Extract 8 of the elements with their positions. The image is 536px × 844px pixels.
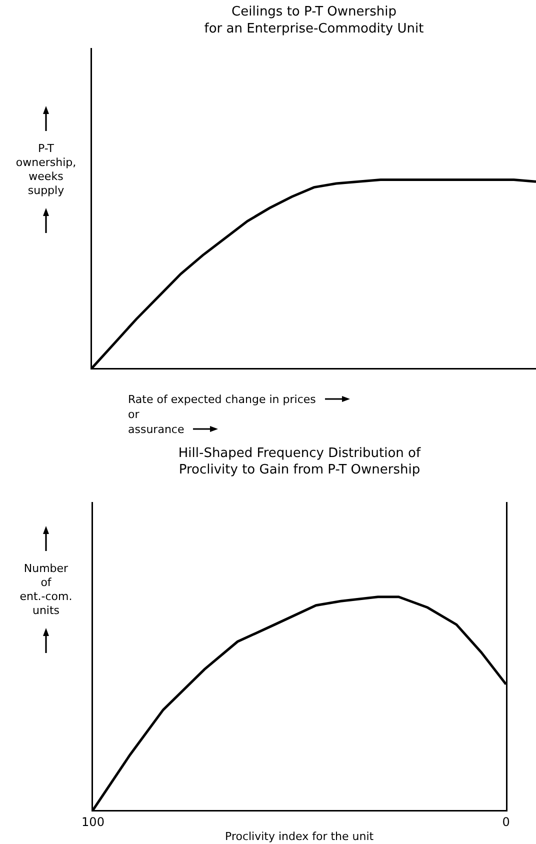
- x-tick-label: 0: [502, 814, 510, 829]
- chart-title: Hill-Shaped Frequency Distribution of Proclivity to Gain from P-T Ownership: [178, 446, 422, 478]
- x-axis-title: Proclivity index for the unit: [225, 830, 374, 843]
- chart-title: Ceilings to P-T Ownership for an Enterprise-Commodity Unit: [204, 4, 424, 36]
- y-axis-title: Number of ent.-com. units: [18, 562, 74, 618]
- x-axis-title: Rate of expected change in prices or assurance: [128, 393, 316, 436]
- x-tick-label: 100: [82, 814, 104, 829]
- y-axis-title: P-T ownership, weeks supply: [14, 142, 78, 198]
